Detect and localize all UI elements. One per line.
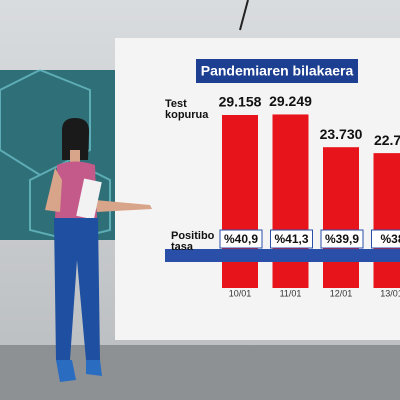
rate-value-label: %38 bbox=[380, 232, 400, 246]
value-label: 29.249 bbox=[269, 93, 312, 109]
value-label: 22.73 bbox=[374, 132, 400, 148]
rate-box bbox=[371, 229, 400, 249]
rate-value-label: %39,9 bbox=[325, 232, 359, 246]
rate-box bbox=[320, 229, 364, 249]
chart-title: Pandemiaren bilakaera bbox=[201, 63, 354, 79]
bar bbox=[373, 153, 400, 288]
rate-value-label: %40,9 bbox=[224, 232, 258, 246]
cable bbox=[239, 0, 249, 31]
bar bbox=[323, 147, 359, 288]
x-tick-label: 11/01 bbox=[280, 288, 302, 298]
rate-box bbox=[219, 229, 263, 249]
rate-band bbox=[165, 249, 400, 262]
x-tick-label: 10/01 bbox=[229, 288, 252, 298]
x-tick-label: 13/01 bbox=[380, 288, 400, 298]
value-label: 23.730 bbox=[320, 126, 363, 142]
rates: %40,9 %41,3 %39,9 %38 bbox=[219, 229, 400, 249]
x-tick-label: 12/01 bbox=[330, 288, 353, 298]
rate-value-label: %41,3 bbox=[274, 232, 308, 246]
bar bbox=[222, 114, 258, 288]
value-label: 29.158 bbox=[219, 94, 262, 110]
title-box bbox=[196, 59, 358, 83]
rate-box bbox=[270, 229, 313, 249]
series-label: Test kopurua bbox=[165, 98, 209, 121]
rate-label: Positibo tasa bbox=[171, 230, 215, 253]
presenter bbox=[45, 118, 152, 382]
